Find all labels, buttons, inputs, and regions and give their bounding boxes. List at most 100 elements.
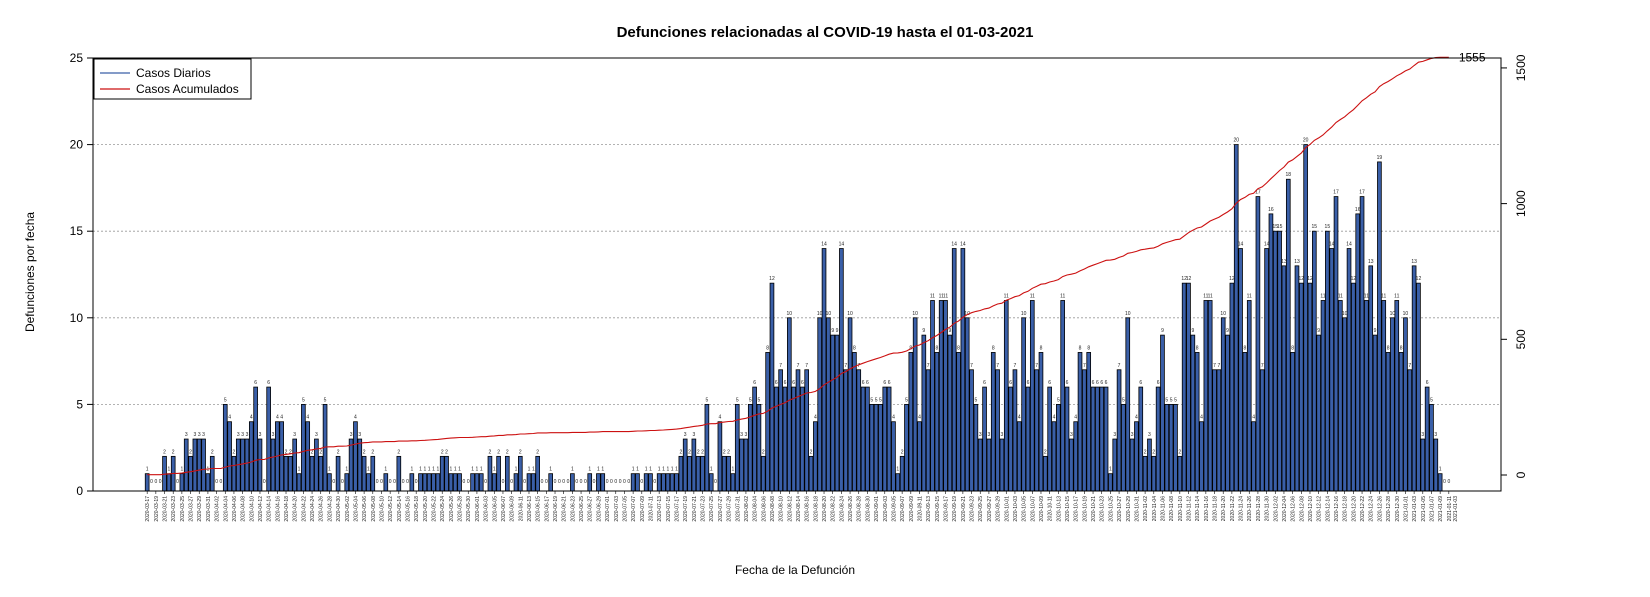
bar xyxy=(1355,213,1361,492)
bar-value-label: 14 xyxy=(1238,242,1244,248)
x-tick-label: 2020-08-06 xyxy=(761,496,767,522)
bar xyxy=(1251,421,1256,492)
bar-value-label: 1 xyxy=(471,467,474,473)
bar-value-label: 6 xyxy=(866,380,869,386)
bar-value-label: 0 xyxy=(619,479,622,485)
x-tick-label: 2020-04-20 xyxy=(293,496,299,522)
x-tick-label: 2020-10-19 xyxy=(1082,496,1088,522)
bar-value-label: 7 xyxy=(1217,363,1220,369)
bar-value-label: 9 xyxy=(836,328,839,334)
x-tick-label: 2020-06-29 xyxy=(596,496,602,522)
bar xyxy=(843,369,849,492)
bar-value-label: 1 xyxy=(666,467,669,473)
bar-value-label: 3 xyxy=(259,432,262,438)
bar xyxy=(986,438,992,492)
bar xyxy=(934,352,940,492)
bar xyxy=(1029,300,1035,492)
bar-value-label: 15 xyxy=(1325,224,1331,230)
bar xyxy=(370,455,376,492)
bar-value-label: 1 xyxy=(549,467,552,473)
bar-value-label: 5 xyxy=(1057,397,1060,403)
x-tick-label: 2020-08-20 xyxy=(822,496,828,522)
x-tick-label: 2020-08-12 xyxy=(787,496,793,522)
bar-value-label: 4 xyxy=(1135,415,1138,421)
bar xyxy=(938,300,944,492)
bar-value-label: 7 xyxy=(844,363,847,369)
bar-value-label: 2 xyxy=(697,449,700,455)
bar xyxy=(1108,473,1113,492)
bar-value-label: 6 xyxy=(862,380,865,386)
bar-value-label: 0 xyxy=(575,479,578,485)
bar-value-label: 15 xyxy=(1312,224,1318,230)
bar xyxy=(192,438,198,492)
bar-value-label: 7 xyxy=(1408,363,1411,369)
bar xyxy=(1238,248,1243,492)
bar-value-label: 9 xyxy=(1226,328,1229,334)
x-tick-label: 2020-12-14 xyxy=(1325,496,1331,522)
bar-value-label: 5 xyxy=(736,397,739,403)
bar xyxy=(678,455,684,492)
bar xyxy=(721,455,727,492)
bar-value-label: 18 xyxy=(1286,172,1292,178)
bar-value-label: 7 xyxy=(805,363,808,369)
bar xyxy=(899,455,905,492)
bar-value-label: 2 xyxy=(762,449,765,455)
x-tick-label: 2020-09-11 xyxy=(917,496,923,521)
bar-value-label: 1 xyxy=(532,467,535,473)
bar-value-label: 1 xyxy=(436,467,439,473)
x-tick-label: 2020-11-02 xyxy=(1143,496,1149,521)
bar-value-label: 14 xyxy=(821,242,827,248)
x-tick-label: 2020-05-12 xyxy=(388,496,394,522)
x-tick-label: 2020-03-23 xyxy=(171,496,177,522)
x-tick-label: 2020-12-16 xyxy=(1334,496,1340,522)
bar-value-label: 4 xyxy=(1252,415,1255,421)
bar-value-label: 1 xyxy=(649,467,652,473)
x-tick-label: 2020-11-16 xyxy=(1204,496,1210,521)
bar-value-label: 0 xyxy=(263,479,266,485)
bar xyxy=(1199,421,1204,492)
bar xyxy=(222,403,228,492)
x-tick-label: 2020-09-01 xyxy=(874,496,880,522)
bar xyxy=(1342,317,1348,492)
bar xyxy=(674,473,679,492)
bar xyxy=(830,334,836,492)
bar-value-label: 0 xyxy=(623,479,626,485)
bar-value-label: 0 xyxy=(332,479,335,485)
bar-value-label: 8 xyxy=(1244,345,1247,351)
bar-value-label: 2 xyxy=(727,449,730,455)
bar xyxy=(956,352,961,492)
bar xyxy=(669,473,675,492)
x-tick-label: 2020-10-29 xyxy=(1126,496,1132,522)
bar xyxy=(1008,386,1013,492)
bar xyxy=(1190,334,1196,492)
bar-value-label: 8 xyxy=(1040,345,1043,351)
bar xyxy=(1407,369,1413,492)
bar xyxy=(1242,352,1248,492)
bar-value-label: 20 xyxy=(1233,138,1239,144)
bar xyxy=(1064,386,1070,492)
bar xyxy=(925,369,931,492)
bar-value-label: 2 xyxy=(506,449,509,455)
bar-value-label: 4 xyxy=(250,415,253,421)
bar xyxy=(1377,161,1382,492)
x-tick-label: 2020-03-21 xyxy=(163,496,169,522)
bar-value-label: 7 xyxy=(857,363,860,369)
y-tick-label: 0 xyxy=(76,484,83,498)
bar-value-label: 10 xyxy=(826,311,832,317)
bar-value-label: 13 xyxy=(1294,259,1300,265)
bar xyxy=(904,403,909,492)
bar-value-label: 5 xyxy=(758,397,761,403)
bar-value-label: 13 xyxy=(1411,259,1417,265)
x-tick-label: 2020-04-14 xyxy=(267,496,273,522)
bar-value-label: 9 xyxy=(831,328,834,334)
bar xyxy=(878,403,883,492)
bar xyxy=(361,455,367,492)
x-tick-label: 2021-01-11 xyxy=(1447,496,1453,521)
bar-value-label: 17 xyxy=(1359,190,1365,196)
bar xyxy=(457,473,462,492)
bar xyxy=(977,438,983,492)
bar-value-label: 2 xyxy=(289,449,292,455)
bar-value-label: 1 xyxy=(528,467,531,473)
x-tick-label: 2020-07-17 xyxy=(675,496,681,522)
legend: Casos Diarios Casos Acumulados xyxy=(93,58,252,100)
